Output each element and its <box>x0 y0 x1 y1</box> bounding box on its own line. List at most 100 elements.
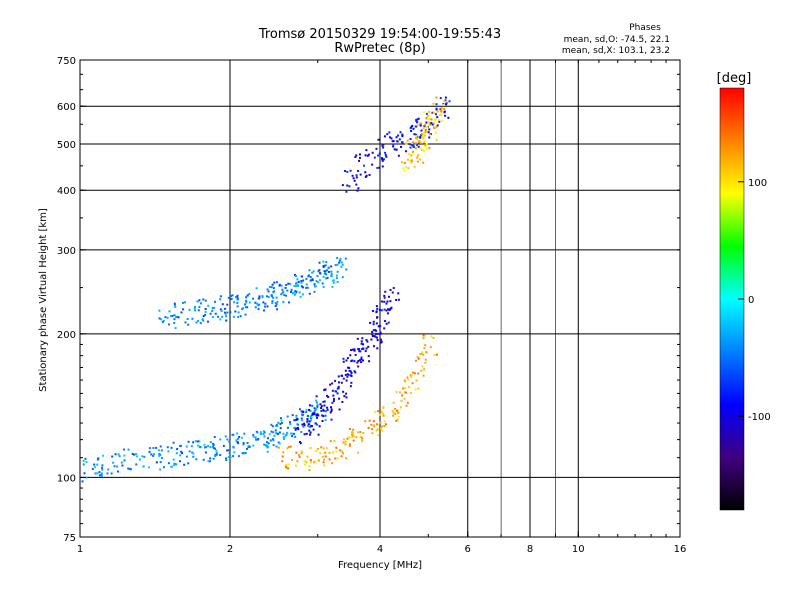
data-point <box>244 313 247 316</box>
data-point <box>354 155 357 158</box>
data-point <box>91 467 94 470</box>
data-point <box>411 144 414 147</box>
data-point <box>308 426 311 429</box>
data-point <box>375 332 378 335</box>
data-point <box>397 411 400 414</box>
data-point <box>372 420 375 423</box>
data-point <box>131 452 134 455</box>
data-point <box>341 400 344 403</box>
data-point <box>322 400 325 403</box>
data-point <box>426 126 429 129</box>
data-point <box>159 468 162 471</box>
data-point <box>306 455 309 458</box>
data-point <box>355 436 358 439</box>
data-point <box>416 356 419 359</box>
data-point <box>287 445 290 448</box>
data-point <box>128 467 131 470</box>
data-point <box>399 131 402 134</box>
data-point <box>388 309 391 312</box>
data-point <box>291 458 294 461</box>
data-point <box>417 160 420 163</box>
data-point <box>411 124 414 127</box>
data-point <box>168 310 171 313</box>
data-point <box>436 116 439 119</box>
data-point <box>362 431 365 434</box>
data-point <box>376 307 379 310</box>
data-point <box>194 306 197 309</box>
data-point <box>293 284 296 287</box>
data-point <box>294 273 297 276</box>
data-point <box>371 163 374 166</box>
data-point <box>311 278 314 281</box>
data-point <box>194 309 197 312</box>
data-point <box>188 308 191 311</box>
data-point <box>341 184 344 187</box>
data-point <box>411 153 414 156</box>
data-point <box>433 354 436 357</box>
data-point <box>266 288 269 291</box>
data-point <box>330 270 333 273</box>
data-point <box>383 308 386 311</box>
data-point <box>293 419 296 422</box>
data-point <box>232 455 235 458</box>
data-point <box>211 310 214 313</box>
data-point <box>158 309 161 312</box>
data-point <box>98 474 101 477</box>
data-point <box>431 111 434 114</box>
data-point <box>346 184 349 187</box>
data-point <box>296 426 299 429</box>
data-point <box>359 359 362 362</box>
data-point <box>292 292 295 295</box>
data-point <box>274 305 277 308</box>
data-point <box>136 455 139 458</box>
data-point <box>338 381 341 384</box>
data-point <box>295 427 298 430</box>
data-point <box>237 311 240 314</box>
data-point <box>329 406 332 409</box>
data-point <box>348 366 351 369</box>
data-point <box>344 257 347 260</box>
data-point <box>379 413 382 416</box>
data-point <box>236 440 239 443</box>
data-point <box>209 446 212 449</box>
data-point <box>227 296 230 299</box>
data-point <box>407 158 410 161</box>
data-point <box>428 110 431 113</box>
data-point <box>331 279 334 282</box>
data-point <box>297 280 300 283</box>
data-point <box>357 170 360 173</box>
data-point <box>323 464 326 467</box>
data-point <box>343 395 346 398</box>
data-point <box>340 381 343 384</box>
data-point <box>428 136 431 139</box>
data-point <box>437 119 440 122</box>
data-point <box>215 449 218 452</box>
data-point <box>368 173 371 176</box>
data-point <box>357 360 360 363</box>
data-point <box>387 308 390 311</box>
data-point <box>421 351 424 354</box>
data-point <box>399 406 402 409</box>
data-point <box>224 311 227 314</box>
data-point <box>273 281 276 284</box>
data-point <box>346 437 349 440</box>
data-point <box>400 141 403 144</box>
data-point <box>93 463 96 466</box>
data-point <box>389 300 392 303</box>
data-point <box>386 312 389 315</box>
data-point <box>271 425 274 428</box>
data-point <box>280 419 283 422</box>
data-point <box>313 407 316 410</box>
data-point <box>434 119 437 122</box>
data-point <box>117 453 120 456</box>
data-point <box>118 455 121 458</box>
data-point <box>133 453 136 456</box>
data-point <box>423 149 426 152</box>
data-point <box>421 148 424 151</box>
data-point <box>322 266 325 269</box>
data-point <box>351 174 354 177</box>
data-point <box>237 442 240 445</box>
data-point <box>272 438 275 441</box>
data-point <box>231 294 234 297</box>
data-point <box>310 416 313 419</box>
